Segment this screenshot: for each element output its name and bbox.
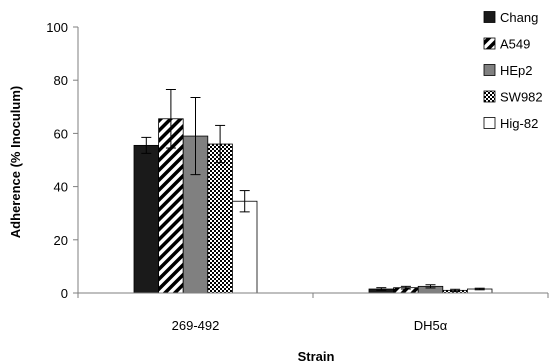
legend-swatch xyxy=(483,90,496,103)
legend-label: HEp2 xyxy=(500,63,533,78)
x-tick-label: 269-492 xyxy=(172,318,220,333)
legend-label: A549 xyxy=(500,37,530,52)
y-axis-label: Adherence (% Inoculum) xyxy=(8,86,23,238)
legend: Chang A549 HEp2 SW982 Hig-82 xyxy=(483,10,543,131)
legend-swatch xyxy=(483,37,496,50)
legend-swatch xyxy=(483,64,496,76)
bar xyxy=(207,143,233,294)
legend-label: Chang xyxy=(500,10,538,25)
y-tick-label: 0 xyxy=(61,286,68,301)
legend-label: SW982 xyxy=(500,90,543,105)
y-tick-label: 60 xyxy=(54,126,68,141)
y-tick-label: 80 xyxy=(54,73,68,88)
legend-swatch xyxy=(483,11,496,23)
y-tick-label: 100 xyxy=(46,20,68,35)
legend-swatch xyxy=(483,117,496,129)
x-axis-label: Strain xyxy=(298,349,335,364)
bar xyxy=(231,200,258,294)
y-tick-label: 20 xyxy=(54,233,68,248)
legend-label: Hig-82 xyxy=(500,116,538,131)
y-tick-label: 40 xyxy=(54,180,68,195)
bar xyxy=(133,144,160,294)
x-axis: 269-492 DH5α xyxy=(77,292,549,333)
x-tick-label: DH5α xyxy=(414,318,448,333)
bars xyxy=(133,89,493,294)
y-axis-ticks: 0 20 40 60 80 100 xyxy=(46,20,79,301)
